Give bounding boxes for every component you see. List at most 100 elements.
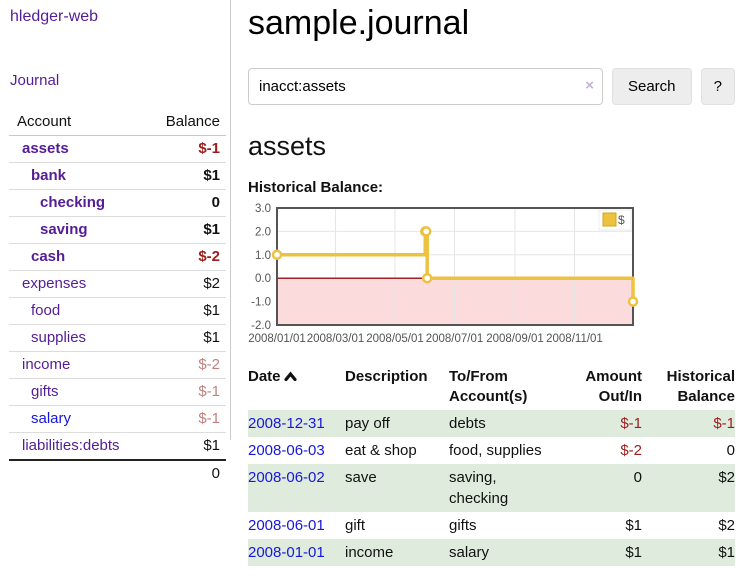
- transaction-balance: $1: [718, 544, 735, 561]
- transaction-row: 2008-01-01 income salary $1 $1: [248, 539, 735, 566]
- transaction-row: 2008-12-31 pay off debts $-1 $-1: [248, 410, 735, 437]
- y-tick-label: 0.0: [255, 273, 271, 285]
- account-link[interactable]: assets: [22, 140, 69, 157]
- accounts-total-value: 0: [211, 465, 220, 482]
- transaction-amount: $-1: [620, 415, 642, 432]
- transaction-date-link[interactable]: 2008-06-01: [248, 517, 325, 534]
- transaction-balance: $2: [718, 469, 735, 486]
- account-row: checking 0: [9, 190, 226, 217]
- app-title-link[interactable]: hledger-web: [10, 8, 99, 25]
- search-button[interactable]: Search: [611, 68, 692, 105]
- account-balance: $1: [203, 221, 220, 238]
- search-form: × Search ?: [248, 68, 735, 105]
- transaction-accounts: salary: [449, 544, 490, 561]
- x-tick-label: 2008/03/01: [307, 333, 365, 345]
- transaction-accounts: saving, checking: [449, 469, 509, 507]
- account-link[interactable]: bank: [31, 167, 67, 184]
- account-link[interactable]: liabilities:debts: [22, 437, 120, 454]
- transaction-accounts: gifts: [449, 517, 477, 534]
- date-column-header[interactable]: Date: [248, 364, 345, 410]
- account-row: food $1: [9, 298, 226, 325]
- account-link[interactable]: supplies: [31, 329, 87, 346]
- y-tick-label: 2.0: [255, 226, 271, 238]
- transaction-description: save: [345, 469, 377, 486]
- account-link[interactable]: checking: [40, 194, 106, 211]
- transaction-amount: $1: [625, 544, 642, 561]
- description-column-header: Description: [345, 368, 428, 385]
- y-tick-label: 3.0: [255, 203, 271, 215]
- y-tick-label: -1.0: [251, 297, 271, 309]
- transaction-date-link[interactable]: 2008-01-01: [248, 544, 325, 561]
- account-column-header: To/From Account(s): [449, 368, 528, 405]
- transaction-accounts: food, supplies: [449, 442, 542, 459]
- account-row: cash $-2: [9, 244, 226, 271]
- account-link[interactable]: income: [22, 356, 71, 373]
- sidebar-divider: [230, 0, 231, 440]
- account-row: salary $-1: [9, 406, 226, 433]
- transaction-description: eat & shop: [345, 442, 417, 459]
- account-balance: $1: [203, 329, 220, 346]
- plot-border: [276, 207, 634, 326]
- data-point-marker: [420, 226, 432, 237]
- date-header-label: Date: [248, 368, 281, 385]
- account-balance: $-2: [198, 356, 220, 373]
- transaction-row: 2008-06-01 gift gifts $1 $2: [248, 512, 735, 539]
- account-link[interactable]: cash: [31, 248, 66, 265]
- accounts-tree-table: Account Balance assets $-1 bank $1 check…: [9, 109, 226, 487]
- transaction-amount: $1: [625, 517, 642, 534]
- account-balance: $1: [203, 302, 220, 319]
- clear-search-icon[interactable]: ×: [585, 77, 594, 94]
- account-balance: $-1: [198, 410, 220, 427]
- help-button[interactable]: ?: [700, 68, 735, 105]
- account-balance: $-2: [198, 248, 220, 265]
- main-content: sample.journal × Search ? assets Histori…: [248, 0, 735, 566]
- register-header-row: Date Description To/From Account(s) Amou…: [248, 364, 735, 410]
- transaction-date-link[interactable]: 2008-12-31: [248, 415, 325, 432]
- transaction-description: income: [345, 544, 394, 561]
- y-tick-label: 1.0: [255, 250, 271, 262]
- transaction-balance: $2: [718, 517, 735, 534]
- x-tick-label: 2008/01/01: [248, 333, 306, 345]
- account-balance: 0: [211, 194, 220, 211]
- sidebar: hledger-web Journal Account Balance asse…: [0, 0, 231, 487]
- data-point-marker: [421, 272, 433, 284]
- balance-column-header: Historical Balance: [666, 368, 735, 405]
- transaction-date-link[interactable]: 2008-06-03: [248, 442, 325, 459]
- data-point-marker: [627, 296, 639, 307]
- transaction-date-link[interactable]: 2008-06-02: [248, 469, 325, 486]
- sidebar-item-journal[interactable]: Journal: [10, 72, 60, 89]
- account-row: liabilities:debts $1: [9, 433, 226, 460]
- account-row: income $-2: [9, 352, 226, 379]
- account-link[interactable]: food: [31, 302, 61, 319]
- sort-ascending-icon: [283, 371, 297, 382]
- chart-title: Historical Balance:: [248, 179, 384, 196]
- account-row: supplies $1: [9, 325, 226, 352]
- data-point-marker: [271, 249, 283, 261]
- account-link[interactable]: saving: [40, 221, 88, 238]
- accounts-total-row: 0: [9, 460, 226, 487]
- transaction-row: 2008-06-02 save saving, checking 0 $2: [248, 464, 735, 512]
- account-row: assets $-1: [9, 136, 226, 163]
- transaction-description: gift: [345, 517, 366, 534]
- legend-label: $: [618, 213, 625, 227]
- account-row: saving $1: [9, 217, 226, 244]
- transaction-balance: $-1: [713, 415, 735, 432]
- search-input[interactable]: [248, 68, 603, 105]
- x-tick-label: 2008/05/01: [366, 333, 424, 345]
- legend-swatch: [602, 212, 617, 227]
- accounts-header-row: Account Balance: [9, 109, 226, 136]
- account-balance: $-1: [198, 140, 220, 157]
- x-tick-label: 2008/11/01: [546, 333, 603, 345]
- x-tick-label: 2008/09/01: [486, 333, 544, 345]
- account-row: expenses $2: [9, 271, 226, 298]
- account-column-header: Account: [9, 109, 144, 136]
- page-title: sample.journal: [248, 4, 470, 42]
- account-link[interactable]: gifts: [31, 383, 59, 400]
- account-link[interactable]: expenses: [22, 275, 87, 292]
- account-link[interactable]: salary: [31, 410, 72, 427]
- balance-column-header: Balance: [143, 109, 226, 136]
- y-tick-label: -2.0: [251, 320, 271, 332]
- amount-column-header: Amount Out/In: [585, 368, 642, 405]
- account-balance: $1: [203, 167, 220, 184]
